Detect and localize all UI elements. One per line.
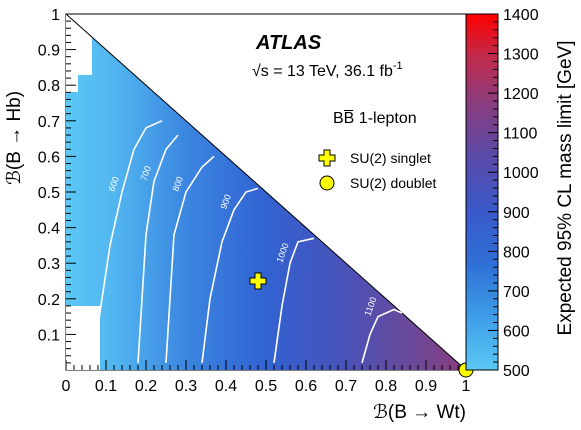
z-tick-label: 700 — [503, 284, 530, 301]
singlet-point-marker — [249, 272, 267, 290]
colorbar-ticks: 500 600 700 800 900 1000 1100 1200 1300 1400 — [488, 7, 539, 380]
z-tick-label: 1300 — [503, 47, 539, 64]
y-tick-label: 0.2 — [38, 292, 60, 309]
x-tick-label: 0.4 — [215, 378, 237, 395]
x-tick-label: 0.2 — [135, 378, 157, 395]
z-tick-label: 800 — [503, 244, 530, 261]
z-tick-label: 1100 — [503, 126, 538, 143]
empty-region-bottom-left — [66, 306, 100, 370]
z-tick-label: 900 — [503, 205, 530, 222]
channel-label: BB̅ 1-lepton — [333, 109, 417, 127]
experiment-label: ATLAS — [255, 32, 322, 54]
y-tick-label: 0.3 — [38, 256, 60, 273]
contour-label-900: 900 — [218, 193, 233, 211]
x-tick-label: 0.5 — [255, 378, 277, 395]
contour-1000 — [273, 237, 315, 364]
legend: SU(2) singlet SU(2) doublet — [318, 149, 436, 191]
contour-label-700: 700 — [138, 164, 153, 182]
x-tick-label: 0.1 — [95, 378, 117, 395]
contour-700 — [137, 134, 179, 363]
contour-label-800: 800 — [170, 175, 185, 193]
x-axis-title: ℬ(B → Wt) — [373, 402, 466, 423]
y-axis-title: ℬ(B → Hb) — [4, 91, 25, 185]
x-tick-label: 1 — [462, 378, 471, 395]
y-tick-label: 0.8 — [38, 78, 60, 95]
contour-600 — [93, 120, 163, 353]
legend-doublet-marker-icon — [319, 175, 335, 191]
z-tick-label: 1000 — [503, 165, 539, 182]
x-tick-label: 0.8 — [375, 378, 397, 395]
legend-singlet-marker-icon — [318, 149, 336, 167]
legend-singlet-label: SU(2) singlet — [350, 150, 431, 166]
z-tick-label: 1200 — [503, 86, 539, 103]
contour-900 — [201, 187, 259, 363]
y-tick-label: 1 — [51, 7, 60, 24]
x-tick-label: 0 — [62, 378, 71, 395]
y-tick-label: 0.6 — [38, 149, 60, 166]
y-tick-label: 0.7 — [38, 114, 60, 131]
y-tick-label: 0.1 — [38, 327, 60, 344]
contour-label-600: 600 — [106, 175, 121, 193]
contour-1100 — [361, 308, 403, 364]
x-tick-label: 0.7 — [335, 378, 357, 395]
contour-800 — [165, 155, 215, 363]
z-tick-label: 600 — [503, 323, 530, 340]
x-tick-label: 0.9 — [415, 378, 437, 395]
z-tick-label: 1400 — [503, 7, 539, 24]
y-tick-label: 0.9 — [38, 43, 60, 60]
x-tick-label: 0.3 — [175, 378, 197, 395]
energy-label: √s = 13 TeV, 36.1 fb-1 — [252, 60, 403, 80]
y-tick-label: 0.5 — [38, 185, 60, 202]
y-tick-label: 0.4 — [38, 221, 60, 238]
empty-region-mid-left — [66, 75, 78, 92]
axis-ticks: 0 0.1 0.2 0.3 0.4 0.5 0.6 0.7 0.8 0.9 1 0.1 0.2 0.3 0.… — [38, 7, 471, 395]
kinematic-diagonal — [65, 13, 467, 371]
z-tick-label: 500 — [503, 363, 530, 380]
x-tick-label: 0.6 — [295, 378, 317, 395]
legend-doublet-label: SU(2) doublet — [350, 175, 436, 191]
colorbar — [465, 13, 499, 371]
colorbar-title: Expected 95% CL mass limit [GeV] — [555, 41, 576, 336]
